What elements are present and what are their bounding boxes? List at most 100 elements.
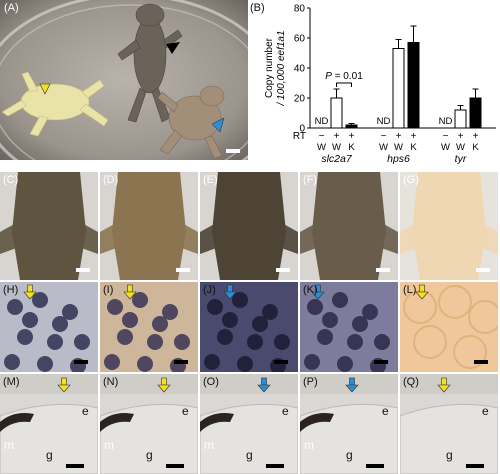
panel-f-dorsal-view: (F) bbox=[300, 172, 398, 280]
panel-k-melanophore-closeup-image bbox=[300, 282, 398, 372]
genotype-label: W bbox=[394, 142, 403, 153]
gut-tissue bbox=[300, 403, 398, 474]
frog-limb bbox=[176, 222, 198, 254]
melanophore bbox=[147, 334, 163, 350]
panel-label-g: (G) bbox=[403, 174, 419, 186]
panel-g-dorsal-view-image bbox=[400, 172, 498, 280]
y-tick-label: 20 bbox=[294, 94, 306, 105]
frog-body bbox=[212, 172, 286, 280]
arrow-shaft bbox=[419, 284, 425, 293]
arrow-shaft bbox=[441, 377, 447, 386]
p-value-annotation: P = 0.01 bbox=[325, 71, 363, 82]
melanophore-layer bbox=[200, 413, 234, 432]
panel-label-h: (H) bbox=[3, 284, 19, 296]
arrow-head bbox=[257, 384, 271, 393]
panel-c-dorsal-view: (C) bbox=[0, 172, 98, 280]
cell-outline bbox=[468, 300, 498, 334]
melanophore bbox=[274, 334, 290, 350]
rt-label: + bbox=[334, 131, 340, 142]
panel-label-o: (O) bbox=[203, 376, 219, 388]
black-arrowhead bbox=[166, 42, 180, 54]
scale-bar bbox=[376, 268, 390, 272]
gene-label: hps6 bbox=[387, 153, 410, 165]
tissue-label-gut: g bbox=[446, 448, 453, 462]
tissue-label-epidermis: e bbox=[482, 404, 489, 418]
melanophore bbox=[252, 316, 268, 332]
frog-limb bbox=[376, 222, 398, 254]
arrow-head bbox=[223, 291, 237, 300]
frog-body bbox=[112, 172, 186, 280]
gut-tissue bbox=[100, 403, 198, 474]
rt-label: + bbox=[411, 131, 417, 142]
tissue-label-epidermis: e bbox=[182, 404, 189, 418]
frog-limb bbox=[276, 222, 298, 254]
albino-frog bbox=[1, 71, 109, 137]
arrow-head bbox=[157, 384, 171, 393]
rt-label: + bbox=[349, 131, 355, 142]
scale-bar bbox=[374, 360, 388, 364]
genotype-label: K bbox=[348, 142, 355, 153]
scale-bar bbox=[476, 268, 490, 272]
panel-label-f: (F) bbox=[303, 174, 318, 186]
rt-label: − bbox=[443, 131, 449, 142]
arrow-shaft bbox=[61, 377, 67, 386]
panel-e-dorsal-view-image bbox=[200, 172, 298, 280]
nd-label: ND bbox=[377, 116, 391, 127]
rt-label: + bbox=[396, 131, 402, 142]
panel-label-e: (E) bbox=[203, 174, 218, 186]
melanophore bbox=[247, 334, 263, 350]
arrow-head bbox=[437, 384, 451, 393]
melanophore bbox=[304, 354, 320, 370]
tissue-label-melanophore: m bbox=[104, 438, 114, 452]
y-tick-label: 40 bbox=[294, 64, 306, 75]
tissue-label-gut: g bbox=[246, 448, 253, 462]
tissue-label-gut: g bbox=[346, 448, 353, 462]
frog-limb bbox=[300, 222, 322, 254]
arrow-shaft bbox=[261, 377, 267, 386]
panel-label-b: (B) bbox=[250, 2, 265, 14]
panel-a-photo: (A) bbox=[0, 0, 248, 160]
panel-label-c: (C) bbox=[3, 174, 19, 186]
y-axis-label: Copy number/ 100,000 eef1a1 bbox=[264, 30, 287, 106]
melanophore bbox=[307, 299, 323, 315]
melanophore bbox=[4, 354, 20, 370]
arrow-shaft bbox=[27, 284, 33, 293]
panel-l-melanophore-closeup-image bbox=[400, 282, 498, 372]
melanophore bbox=[52, 316, 68, 332]
panel-h-melanophore-closeup: (H) bbox=[0, 282, 98, 372]
cell-outline bbox=[453, 335, 487, 369]
frog-limb bbox=[476, 222, 498, 254]
panel-e-dorsal-view: (E) bbox=[200, 172, 298, 280]
panel-label-i: (I) bbox=[103, 284, 114, 296]
panel-label-p: (P) bbox=[303, 376, 318, 388]
panel-n-section: e m g (N) bbox=[100, 374, 198, 474]
arrow-head bbox=[311, 291, 325, 300]
melanophore bbox=[352, 316, 368, 332]
panel-h-melanophore-closeup-image bbox=[0, 282, 98, 372]
melanophore bbox=[217, 329, 233, 345]
significance-bracket bbox=[336, 82, 352, 87]
tissue-label-melanophore: m bbox=[204, 438, 214, 452]
tissue-label-epidermis: e bbox=[282, 404, 289, 418]
frog-limb bbox=[76, 222, 98, 254]
panel-n-section-image bbox=[100, 374, 198, 474]
tissue-label-gut: g bbox=[146, 448, 153, 462]
melanophore-layer bbox=[300, 413, 334, 432]
melanophore bbox=[107, 299, 123, 315]
panel-label-k: (K) bbox=[303, 284, 318, 296]
scale-bar bbox=[226, 149, 240, 153]
panel-q-section-image bbox=[400, 374, 498, 474]
melanophore bbox=[317, 329, 333, 345]
gene-label: tyr bbox=[455, 153, 467, 165]
melanophore bbox=[174, 334, 190, 350]
arrow-head bbox=[23, 291, 37, 300]
melanophore bbox=[204, 354, 220, 370]
panel-g-dorsal-view: (G) bbox=[400, 172, 498, 280]
melanophore bbox=[322, 312, 338, 328]
panel-d-dorsal-view-image bbox=[100, 172, 198, 280]
frog-body bbox=[12, 172, 86, 280]
tissue-label-melanophore: m bbox=[304, 438, 314, 452]
frog-limb bbox=[400, 222, 422, 254]
rt-label: − bbox=[381, 131, 387, 142]
